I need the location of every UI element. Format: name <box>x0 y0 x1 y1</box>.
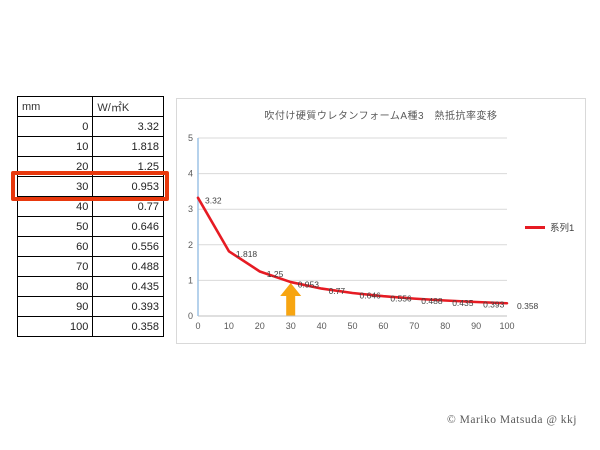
y-tick-label: 5 <box>188 133 193 143</box>
cell-value: 0.646 <box>92 216 164 237</box>
cell-value: 0.77 <box>92 196 164 217</box>
cell-thickness: 90 <box>16 296 94 317</box>
column-header-unit: W/㎡K <box>92 96 164 117</box>
cell-value: 0.488 <box>92 256 164 277</box>
cell-value: 0.556 <box>92 236 164 257</box>
legend-series-label: 系列1 <box>550 223 575 234</box>
data-label: 0.488 <box>421 296 443 306</box>
cell-thickness: 40 <box>16 196 94 217</box>
highlight-arrow <box>280 283 302 316</box>
cell-thickness: 0 <box>16 116 94 137</box>
table-row: 10 1.818 <box>16 136 164 157</box>
y-tick-label: 4 <box>188 169 193 179</box>
cell-thickness: 80 <box>16 276 94 297</box>
table-row: 100 0.358 <box>16 316 164 337</box>
x-tick-label: 30 <box>286 321 296 331</box>
data-label: 3.32 <box>205 195 222 205</box>
thickness-table: mm W/㎡K 0 3.32 10 1.818 20 1.25 30 0.953 40 0.77 5… <box>16 96 164 337</box>
data-label: 0.358 <box>517 301 539 311</box>
cell-thickness: 60 <box>16 236 94 257</box>
x-tick-label: 10 <box>224 321 234 331</box>
x-tick-label: 90 <box>471 321 481 331</box>
x-tick-label: 70 <box>409 321 419 331</box>
x-tick-label: 40 <box>317 321 327 331</box>
x-tick-label: 0 <box>195 321 200 331</box>
cell-thickness: 20 <box>16 156 94 177</box>
x-tick-label: 80 <box>440 321 450 331</box>
cell-value: 3.32 <box>92 116 164 137</box>
table-row: 80 0.435 <box>16 276 164 297</box>
legend: 系列1 <box>525 220 574 234</box>
y-tick-label: 3 <box>188 204 193 214</box>
data-label: 0.953 <box>298 280 320 290</box>
table-row: 60 0.556 <box>16 236 164 257</box>
cell-thickness: 70 <box>16 256 94 277</box>
table-row: 70 0.488 <box>16 256 164 277</box>
x-tick-label: 100 <box>499 321 514 331</box>
data-label: 0.556 <box>390 294 412 304</box>
cell-thickness: 100 <box>16 316 94 337</box>
y-tick-label: 1 <box>188 275 193 285</box>
data-label: 0.646 <box>360 291 382 301</box>
cell-thickness: 10 <box>16 136 94 157</box>
cell-value: 1.818 <box>92 136 164 157</box>
copyright-text: © Mariko Matsuda @ kkj <box>447 414 577 426</box>
data-label: 1.25 <box>267 269 284 279</box>
x-tick-label: 20 <box>255 321 265 331</box>
y-tick-label: 2 <box>188 240 193 250</box>
table-row: 30 0.953 <box>16 176 164 197</box>
cell-thickness: 30 <box>16 176 94 197</box>
table-row: 0 3.32 <box>16 116 164 137</box>
x-tick-label: 50 <box>347 321 357 331</box>
table-row: 40 0.77 <box>16 196 164 217</box>
data-label: 1.818 <box>236 249 258 259</box>
table-header-row: mm W/㎡K <box>16 96 164 117</box>
cell-value: 0.358 <box>92 316 164 337</box>
data-label: 0.435 <box>452 298 474 308</box>
line-chart: 吹付け硬質ウレタンフォームA種3 熱抵抗率変移 0 1 2 3 4 5 0 10 20 30 40 5… <box>176 98 586 344</box>
table-row: 50 0.646 <box>16 216 164 237</box>
series-line <box>196 196 509 305</box>
y-tick-label: 0 <box>188 311 193 321</box>
data-label: 0.77 <box>329 286 346 296</box>
cell-thickness: 50 <box>16 216 94 237</box>
cell-value: 0.393 <box>92 296 164 317</box>
column-header-mm: mm <box>16 96 94 117</box>
chart-title: 吹付け硬質ウレタンフォームA種3 熱抵抗率変移 <box>264 111 498 122</box>
table-row: 90 0.393 <box>16 296 164 317</box>
cell-value: 1.25 <box>92 156 164 177</box>
data-label: 0.393 <box>483 300 505 310</box>
cell-value: 0.435 <box>92 276 164 297</box>
legend-line-marker <box>525 225 545 229</box>
cell-value: 0.953 <box>92 176 164 197</box>
x-tick-label: 60 <box>378 321 388 331</box>
table-row: 20 1.25 <box>16 156 164 177</box>
